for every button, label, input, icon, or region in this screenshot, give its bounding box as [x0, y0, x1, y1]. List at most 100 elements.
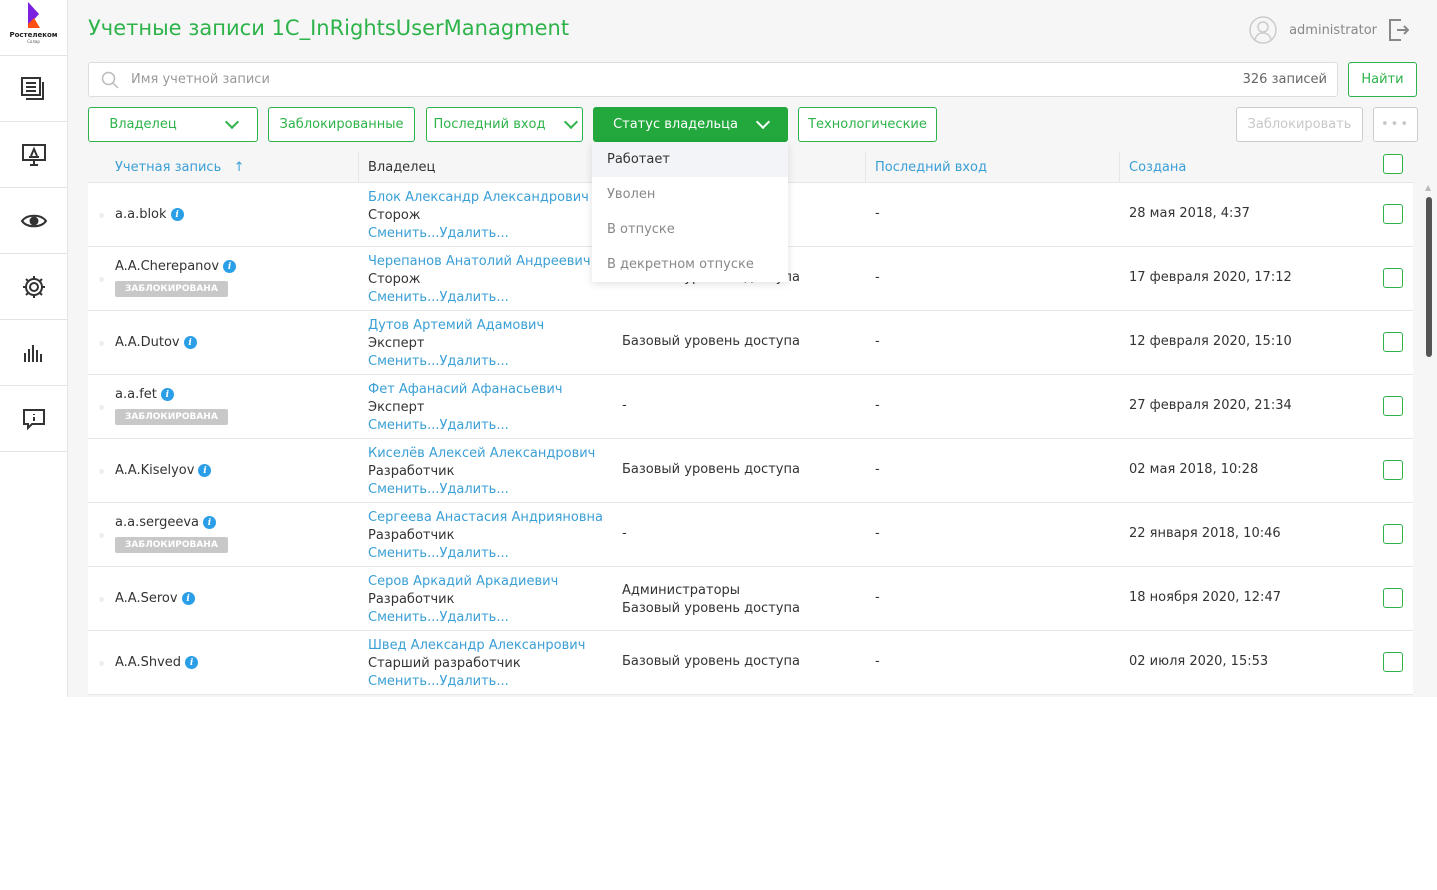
nav-reports[interactable] — [0, 320, 67, 386]
change-delete-link[interactable]: Сменить...Удалить... — [368, 482, 509, 497]
change-delete-link[interactable]: Сменить...Удалить... — [368, 354, 509, 369]
group-name: Базовый уровень доступа — [622, 334, 800, 349]
table-row[interactable]: A.A.Shved i Швед Александр Алексанрович С… — [88, 631, 1413, 695]
row-checkbox[interactable] — [1383, 652, 1403, 672]
dropdown-item-fired[interactable]: Уволен — [607, 187, 656, 202]
row-checkbox[interactable] — [1383, 396, 1403, 416]
chevron-down-icon — [755, 114, 771, 129]
created-cell: 18 ноября 2020, 12:47 — [1129, 590, 1281, 605]
username[interactable]: administrator — [1289, 22, 1377, 38]
avatar-icon[interactable] — [1249, 16, 1277, 44]
account-name[interactable]: a.a.blok — [115, 207, 167, 222]
scroll-up-icon[interactable]: ▲ — [1425, 183, 1432, 192]
scrollbar-thumb[interactable] — [1426, 197, 1432, 357]
row-checkbox[interactable] — [1383, 588, 1403, 608]
gear-icon — [22, 275, 45, 298]
info-icon[interactable]: i — [223, 260, 237, 273]
owner-role: Разработчик — [368, 592, 455, 607]
owner-filter[interactable]: Владелец — [88, 107, 258, 142]
info-icon[interactable]: i — [198, 464, 212, 477]
more-button[interactable]: ••• — [1373, 107, 1418, 142]
account-cell: A.A.Cherepanov i — [115, 259, 237, 274]
dropdown-item-working[interactable]: Работает — [592, 142, 788, 177]
owner-status-dropdown: Работает Уволен В отпуске В декретном от… — [592, 142, 788, 282]
group-name: - — [622, 398, 627, 413]
info-icon[interactable]: i — [203, 516, 216, 529]
last-login-cell: - — [875, 206, 880, 221]
last-login-filter[interactable]: Последний вход — [426, 107, 583, 142]
table-row[interactable]: A.A.Dutov i Дутов Артемий Адамович Экспер… — [88, 311, 1413, 375]
nav-documents[interactable] — [0, 56, 67, 122]
created-cell: 02 мая 2018, 10:28 — [1129, 462, 1259, 477]
status-dot — [99, 341, 104, 346]
record-count: 326 записей — [1242, 72, 1327, 87]
account-name[interactable]: A.A.Serov — [115, 591, 178, 606]
find-button[interactable]: Найти — [1348, 62, 1417, 97]
change-delete-link[interactable]: Сменить...Удалить... — [368, 674, 509, 689]
select-all-checkbox[interactable] — [1383, 154, 1403, 174]
search-input[interactable]: Имя учетной записи 326 записей — [88, 62, 1338, 97]
row-checkbox[interactable] — [1383, 524, 1403, 544]
column-created[interactable]: Создана — [1129, 160, 1187, 175]
table-row[interactable]: A.A.Serov i Серов Аркадий Аркадиевич Разр… — [88, 567, 1413, 631]
table-row[interactable]: a.a.sergeeva i ЗАБЛОКИРОВАНА Сергеева Ана… — [88, 503, 1413, 567]
account-name[interactable]: a.a.fet — [115, 387, 157, 402]
account-name[interactable]: A.A.Kiselyov — [115, 463, 195, 478]
change-delete-link[interactable]: Сменить...Удалить... — [368, 226, 509, 241]
created-cell: 22 января 2018, 10:46 — [1129, 526, 1281, 541]
logout-icon[interactable] — [1389, 19, 1409, 41]
nav-view[interactable] — [0, 188, 67, 254]
nav-monitor[interactable] — [0, 122, 67, 188]
dropdown-item-vacation[interactable]: В отпуске — [607, 222, 675, 237]
status-dot — [99, 277, 104, 282]
owner-name-link[interactable]: Швед Александр Алексанрович — [368, 638, 586, 653]
owner-name-link[interactable]: Фет Афанасий Афанасьевич — [368, 382, 563, 397]
owner-name-link[interactable]: Черепанов Анатолий Андреевич — [368, 254, 591, 269]
row-checkbox[interactable] — [1383, 204, 1403, 224]
status-dot — [99, 213, 104, 218]
owner-name-link[interactable]: Сергеева Анастасия Андрияновна — [368, 510, 603, 525]
owner-status-filter-label: Статус владельца — [613, 117, 738, 132]
scrollbar[interactable]: ▲ — [1425, 183, 1433, 697]
owner-name-link[interactable]: Блок Александр Александрович — [368, 190, 589, 205]
account-name[interactable]: a.a.sergeeva — [115, 515, 199, 530]
nav-messages[interactable] — [0, 386, 67, 452]
search-placeholder: Имя учетной записи — [131, 72, 270, 87]
change-delete-link[interactable]: Сменить...Удалить... — [368, 418, 509, 433]
row-checkbox[interactable] — [1383, 332, 1403, 352]
message-info-icon — [22, 408, 45, 430]
account-name[interactable]: A.A.Shved — [115, 655, 182, 670]
created-cell: 28 мая 2018, 4:37 — [1129, 206, 1250, 221]
owner-cell: Киселёв Алексей Александрович Разработчи… — [368, 445, 595, 499]
row-checkbox[interactable] — [1383, 460, 1403, 480]
row-checkbox[interactable] — [1383, 268, 1403, 288]
owner-name-link[interactable]: Киселёв Алексей Александрович — [368, 446, 596, 461]
nav-settings[interactable] — [0, 254, 67, 320]
technical-filter[interactable]: Технологические — [798, 107, 937, 142]
column-account[interactable]: Учетная запись ↑ — [115, 160, 245, 175]
change-delete-link[interactable]: Сменить...Удалить... — [368, 290, 509, 305]
table-row[interactable]: A.A.Kiselyov i Киселёв Алексей Александро… — [88, 439, 1413, 503]
status-dot — [99, 405, 104, 410]
account-name[interactable]: A.A.Dutov — [115, 335, 180, 350]
account-name[interactable]: A.A.Cherepanov — [115, 259, 220, 274]
table-row[interactable]: a.a.fet i ЗАБЛОКИРОВАНА Фет Афанасий Афан… — [88, 375, 1413, 439]
dropdown-item-maternity[interactable]: В декретном отпуске — [607, 257, 754, 272]
info-icon[interactable]: i — [183, 336, 197, 349]
owner-name-link[interactable]: Дутов Артемий Адамович — [368, 318, 545, 333]
documents-icon — [20, 76, 44, 100]
status-dot — [99, 597, 104, 602]
block-button[interactable]: Заблокировать — [1236, 107, 1363, 142]
owner-status-filter[interactable]: Статус владельца — [593, 107, 788, 142]
info-icon[interactable]: i — [181, 592, 195, 605]
change-delete-link[interactable]: Сменить...Удалить... — [368, 546, 509, 561]
info-icon[interactable]: i — [170, 208, 184, 221]
change-delete-link[interactable]: Сменить...Удалить... — [368, 610, 509, 625]
column-last-login[interactable]: Последний вход — [875, 160, 987, 175]
info-icon[interactable]: i — [160, 388, 174, 401]
info-icon[interactable]: i — [185, 656, 199, 669]
owner-name-link[interactable]: Серов Аркадий Аркадиевич — [368, 574, 559, 589]
last-login-filter-label: Последний вход — [433, 117, 546, 132]
blocked-filter[interactable]: Заблокированные — [268, 107, 415, 142]
last-login-cell: - — [875, 270, 880, 285]
